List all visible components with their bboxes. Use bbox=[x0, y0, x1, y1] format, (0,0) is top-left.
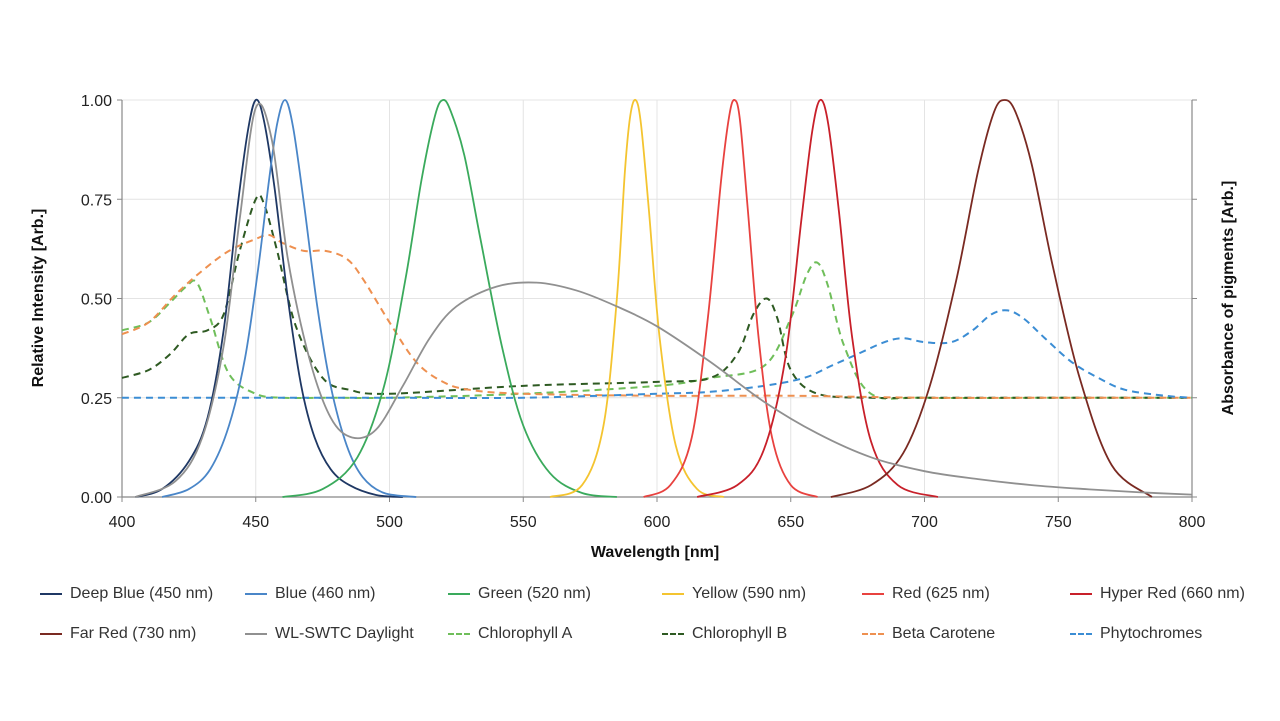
legend-item-deep-blue-450-nm: Deep Blue (450 nm) bbox=[40, 582, 213, 606]
x-axis-title: Wavelength [nm] bbox=[591, 544, 719, 561]
series-line-chlorophyll-a bbox=[121, 261, 1192, 400]
legend-label: Chlorophyll B bbox=[692, 625, 788, 642]
series-line-beta-carotene bbox=[121, 233, 1192, 399]
y2-axis-title: Absorbance of pigments [Arb.] bbox=[1220, 181, 1237, 416]
legend-label: Red (625 nm) bbox=[892, 585, 990, 602]
x-tick-label: 450 bbox=[242, 514, 269, 531]
x-tick-label: 500 bbox=[376, 514, 403, 531]
legend-item-chlorophyll-b: Chlorophyll B bbox=[662, 622, 787, 646]
x-tick-label: 650 bbox=[777, 514, 804, 531]
legend-swatch bbox=[1070, 593, 1092, 595]
legend-item-phytochromes: Phytochromes bbox=[1070, 622, 1202, 646]
x-tick-label: 700 bbox=[911, 514, 938, 531]
series-line-far-red-730-nm bbox=[830, 99, 1153, 498]
legend-label: Beta Carotene bbox=[892, 625, 996, 642]
legend-item-wl-swtc-daylight: WL-SWTC Daylight bbox=[245, 622, 414, 646]
y-tick-label: 1.00 bbox=[81, 93, 112, 110]
legend-label: Deep Blue (450 nm) bbox=[70, 585, 214, 602]
legend-label: Chlorophyll A bbox=[478, 625, 573, 642]
legend-label: Far Red (730 nm) bbox=[70, 625, 197, 642]
legend-item-yellow-590-nm: Yellow (590 nm) bbox=[662, 582, 806, 606]
x-tick-label: 400 bbox=[109, 514, 136, 531]
legend-swatch bbox=[245, 593, 267, 595]
grid-lines bbox=[121, 99, 1193, 497]
y-tick-label: 0.50 bbox=[81, 292, 112, 309]
x-tick-label: 550 bbox=[510, 514, 537, 531]
y-axis-title: Relative Intensity [Arb.] bbox=[30, 209, 47, 388]
legend-item-chlorophyll-a: Chlorophyll A bbox=[448, 622, 572, 646]
series-line-green-520-nm bbox=[282, 99, 617, 498]
y-tick-label: 0.25 bbox=[81, 391, 112, 408]
series-line-phytochromes bbox=[122, 309, 1193, 400]
y-tick-label: 0.75 bbox=[81, 192, 112, 209]
legend-item-hyper-red-660-nm: Hyper Red (660 nm) bbox=[1070, 582, 1245, 606]
legend-label: Green (520 nm) bbox=[478, 585, 591, 602]
legend-swatch bbox=[40, 633, 62, 635]
series-line-wl-swtc-daylight bbox=[135, 102, 1193, 498]
spectrum-chart: 400 450 500 550 600 650 700 750 800 0.00 0.25 0.50 0… bbox=[30, 93, 1237, 561]
legend-swatch bbox=[448, 593, 470, 595]
series-lines bbox=[121, 98, 1193, 498]
series-line-chlorophyll-b bbox=[121, 193, 1192, 400]
series-line-yellow-590-nm bbox=[549, 98, 725, 498]
legend-swatch bbox=[862, 633, 884, 635]
legend-label: Blue (460 nm) bbox=[275, 585, 376, 602]
legend-item-red-625-nm: Red (625 nm) bbox=[862, 582, 990, 606]
x-tick-label: 800 bbox=[1179, 514, 1206, 531]
legend-label: WL-SWTC Daylight bbox=[275, 625, 414, 642]
x-tick-label: 600 bbox=[644, 514, 671, 531]
tick-labels: 400 450 500 550 600 650 700 750 800 0.00 0.25 0.50 0… bbox=[81, 93, 1206, 531]
legend-label: Phytochromes bbox=[1100, 625, 1203, 642]
legend-swatch bbox=[662, 633, 684, 635]
legend-swatch bbox=[245, 633, 267, 635]
legend: Deep Blue (450 nm) Blue (460 nm) Green (52… bbox=[40, 580, 1280, 660]
legend-swatch bbox=[1070, 633, 1092, 635]
legend-swatch bbox=[40, 593, 62, 595]
legend-swatch bbox=[448, 633, 470, 635]
legend-label: Yellow (590 nm) bbox=[692, 585, 807, 602]
legend-item-blue-460-nm: Blue (460 nm) bbox=[245, 582, 376, 606]
y-tick-label: 0.00 bbox=[81, 490, 112, 507]
x-tick-label: 750 bbox=[1045, 514, 1072, 531]
legend-label: Hyper Red (660 nm) bbox=[1100, 585, 1245, 602]
legend-swatch bbox=[662, 593, 684, 595]
legend-swatch bbox=[862, 593, 884, 595]
series-line-blue-460-nm bbox=[161, 99, 417, 498]
legend-item-beta-carotene: Beta Carotene bbox=[862, 622, 995, 646]
series-line-hyper-red-660-nm bbox=[696, 98, 939, 498]
legend-item-green-520-nm: Green (520 nm) bbox=[448, 582, 591, 606]
legend-item-far-red-730-nm: Far Red (730 nm) bbox=[40, 622, 196, 646]
axes bbox=[117, 99, 1197, 502]
series-line-red-625-nm bbox=[643, 99, 818, 498]
